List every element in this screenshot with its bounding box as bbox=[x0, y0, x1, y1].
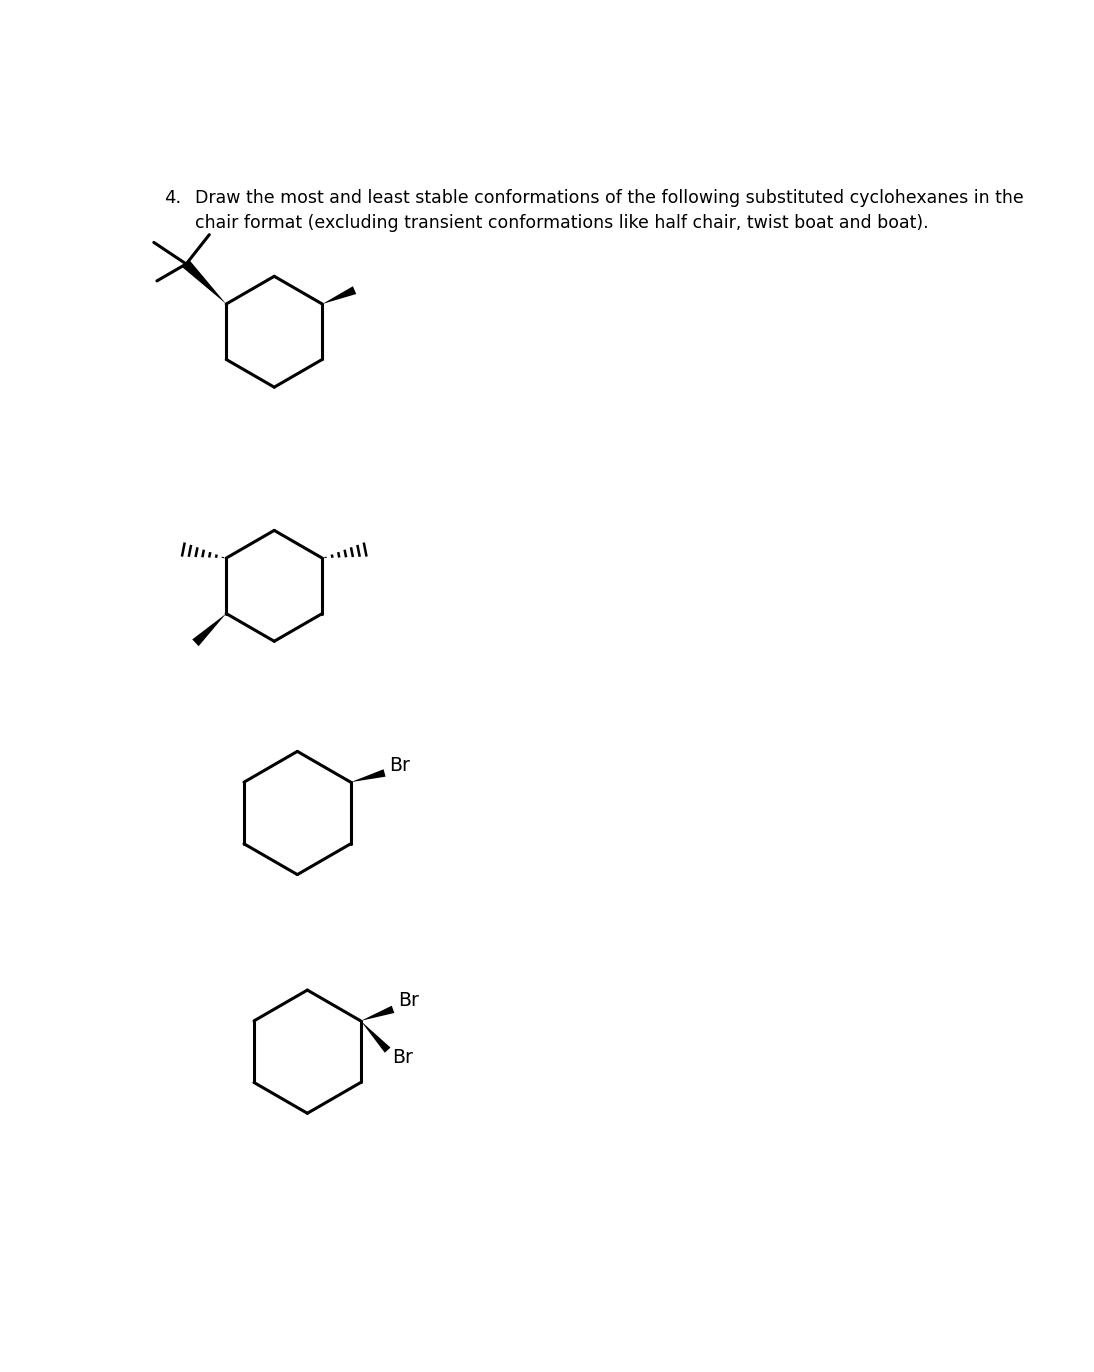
Text: Br: Br bbox=[393, 1048, 414, 1067]
Text: Br: Br bbox=[397, 991, 419, 1010]
Polygon shape bbox=[183, 261, 226, 305]
Polygon shape bbox=[323, 287, 357, 305]
Polygon shape bbox=[351, 770, 385, 782]
Text: Draw the most and least stable conformations of the following substituted cycloh: Draw the most and least stable conformat… bbox=[195, 189, 1024, 207]
Text: 4.: 4. bbox=[164, 189, 182, 207]
Polygon shape bbox=[193, 613, 226, 646]
Text: Br: Br bbox=[389, 756, 410, 775]
Polygon shape bbox=[361, 1006, 394, 1021]
Polygon shape bbox=[361, 1021, 391, 1052]
Text: chair format (excluding transient conformations like half chair, twist boat and : chair format (excluding transient confor… bbox=[195, 214, 929, 232]
